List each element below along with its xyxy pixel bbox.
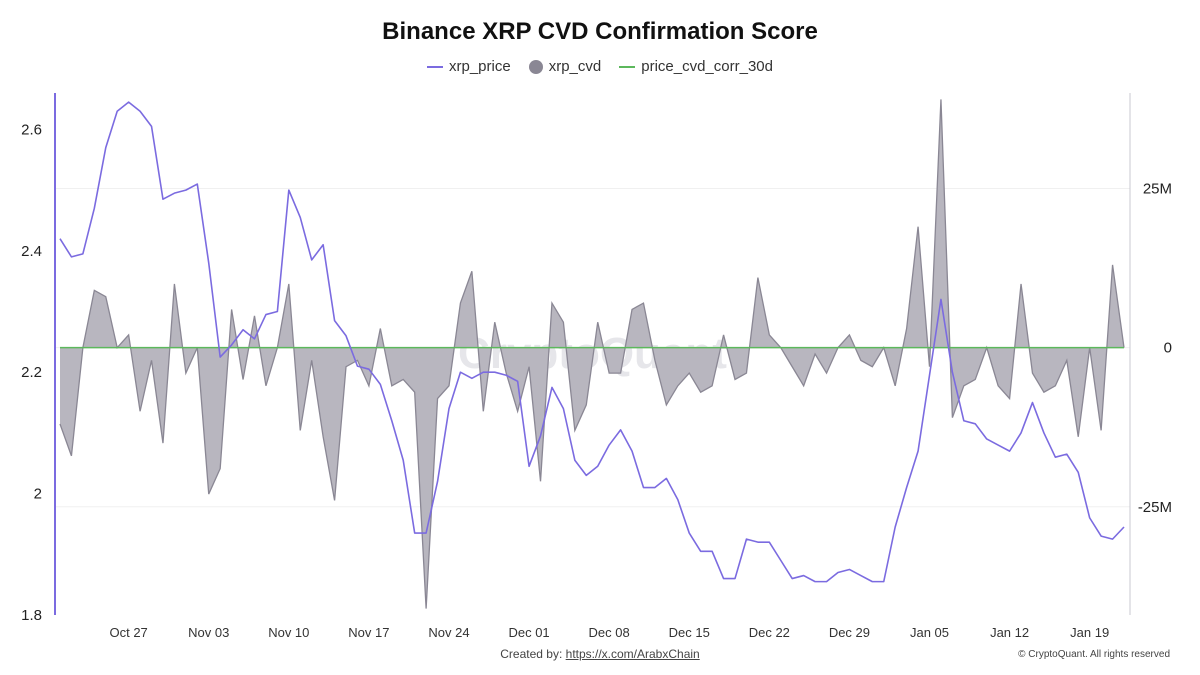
- chart-title: Binance XRP CVD Confirmation Score: [382, 18, 818, 45]
- x-tick-label: Nov 03: [188, 625, 229, 640]
- xrp-price-line: [59, 101, 1125, 583]
- left-tick-label: 2.6: [21, 121, 42, 138]
- x-tick-label: Dec 29: [829, 625, 870, 640]
- legend-label-xrp-cvd: xrp_cvd: [548, 58, 602, 75]
- created-by-link[interactable]: https://x.com/ArabxChain: [565, 647, 700, 661]
- legend-swatch-corr: [619, 65, 636, 68]
- right-tick-label: 25M: [1143, 180, 1172, 197]
- legend-swatch-xrp-price: [427, 65, 443, 68]
- right-tick-label: 0: [1164, 340, 1172, 357]
- legend-label-corr: price_cvd_corr_30d: [641, 58, 773, 75]
- footer-credit: Created by: https://x.com/ArabxChain: [0, 647, 1200, 661]
- legend-item-corr[interactable]: price_cvd_corr_30d: [619, 58, 773, 75]
- x-tick-label: Nov 10: [268, 625, 309, 640]
- left-tick-label: 1.8: [21, 607, 42, 624]
- x-tick-label: Jan 12: [990, 625, 1029, 640]
- x-tick-label: Nov 24: [428, 625, 469, 640]
- x-tick-label: Nov 17: [348, 625, 389, 640]
- legend-label-xrp-price: xrp_price: [449, 58, 511, 75]
- xrp-cvd-area: [60, 99, 1124, 609]
- legend-item-xrp-price[interactable]: xrp_price: [427, 58, 511, 75]
- x-tick-label: Dec 01: [508, 625, 549, 640]
- footer-copyright: © CryptoQuant. All rights reserved: [1018, 649, 1170, 660]
- x-tick-label: Dec 08: [589, 625, 630, 640]
- x-tick-label: Dec 22: [749, 625, 790, 640]
- x-tick-label: Jan 05: [910, 625, 949, 640]
- left-tick-label: 2.4: [21, 243, 42, 260]
- x-tick-label: Jan 19: [1070, 625, 1109, 640]
- right-tick-label: -25M: [1138, 499, 1172, 516]
- x-tick-label: Dec 15: [669, 625, 710, 640]
- xrp-cvd-line: [59, 99, 1125, 609]
- x-tick-label: Oct 27: [109, 625, 147, 640]
- legend-swatch-xrp-cvd: [528, 59, 543, 74]
- created-by-label: Created by:: [500, 647, 563, 661]
- legend: xrp_price xrp_cvd price_cvd_corr_30d: [0, 58, 1200, 75]
- left-tick-label: 2: [34, 486, 42, 503]
- left-tick-label: 2.2: [21, 364, 42, 381]
- legend-item-xrp-cvd[interactable]: xrp_cvd: [528, 58, 602, 75]
